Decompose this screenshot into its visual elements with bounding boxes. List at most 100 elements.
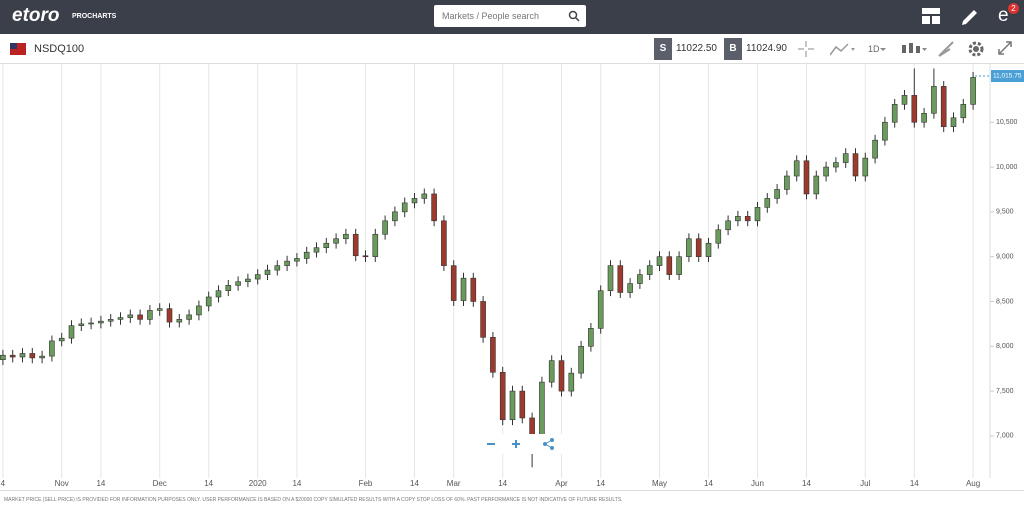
candle-body	[931, 86, 937, 114]
layout-icon[interactable]	[922, 8, 940, 24]
candle-body	[147, 310, 153, 320]
candle-body	[803, 160, 810, 195]
candle-body	[548, 360, 555, 383]
candle-body	[431, 193, 437, 222]
footer: MARKET PRICE (SELL PRICE) IS PROVIDED FO…	[0, 490, 1024, 509]
fullscreen-icon[interactable]	[998, 41, 1012, 55]
candle-body	[49, 340, 55, 357]
candle-body	[225, 285, 232, 292]
interval-caret	[880, 48, 886, 51]
candle-body	[490, 337, 496, 373]
candle-body	[735, 216, 741, 222]
candle-body	[264, 269, 271, 275]
candle-body	[196, 305, 202, 316]
candle-body	[568, 372, 575, 392]
x-tick-label: Jun	[751, 479, 764, 488]
candle-body	[499, 371, 506, 421]
chart-type-icon[interactable]	[830, 41, 856, 57]
toolbar: NSDQ100 S 11022.50 B 11024.90 1D	[0, 35, 1024, 64]
x-tick-label: 14	[410, 479, 419, 488]
buy-label[interactable]: B	[724, 38, 742, 60]
candle-body	[235, 281, 241, 286]
badge: 2	[1008, 3, 1019, 14]
candle-body	[578, 345, 584, 374]
x-tick-label: Aug	[966, 479, 980, 488]
sell-price: 11022.50	[676, 43, 717, 54]
flag-icon	[10, 43, 26, 55]
candle-body	[284, 260, 290, 266]
candle-body	[970, 77, 976, 105]
y-tick-label: 8,500	[996, 298, 1014, 305]
candle-body	[646, 265, 653, 275]
candle-body	[480, 301, 486, 338]
candle-body	[450, 265, 457, 301]
candle-body	[558, 360, 565, 392]
share-button[interactable]	[543, 438, 554, 450]
chart: 4 Nov 14 Dec 14 2020 14 Feb 14 Mar 14 Apr 14 May 14 Jun…	[0, 64, 1024, 488]
candle-body	[852, 153, 859, 177]
x-tick-label: Jul	[860, 479, 870, 488]
candle-body	[245, 278, 251, 283]
candle-body	[29, 353, 36, 359]
last-price-box	[991, 70, 1024, 83]
candle-body	[98, 320, 104, 324]
x-tick-label: 14	[596, 479, 605, 488]
candle-body	[940, 86, 947, 128]
candle-body	[78, 323, 85, 326]
edit-icon[interactable]	[960, 6, 978, 26]
grid	[2, 64, 974, 478]
candle-body	[519, 390, 526, 419]
search-placeholder: Markets / People search	[442, 11, 540, 21]
candle-body	[127, 314, 134, 318]
candle-body	[882, 121, 888, 141]
candle-body	[666, 256, 673, 275]
search-box[interactable]: Markets / People search	[434, 5, 586, 27]
candle-body	[607, 265, 614, 292]
candle-body	[774, 189, 780, 199]
candle-body	[411, 198, 418, 204]
zoom-in[interactable]	[512, 440, 520, 448]
candle-body	[921, 112, 927, 123]
candle-body	[460, 277, 467, 301]
interval[interactable]: 1D	[868, 44, 880, 54]
candle-body	[617, 265, 624, 293]
x-tick-label: 14	[802, 479, 811, 488]
candle-body	[392, 211, 398, 222]
candle-body	[401, 202, 408, 213]
instrument-name[interactable]: NSDQ100	[34, 43, 85, 55]
candle-body	[656, 256, 663, 266]
x-tick-label: 14	[910, 479, 919, 488]
candle-body	[597, 290, 604, 329]
candle-body	[156, 308, 163, 311]
candle-body	[842, 153, 849, 163]
logo[interactable]: etoro	[12, 5, 60, 26]
sell-label[interactable]: S	[654, 38, 672, 60]
crosshair-icon[interactable]	[798, 41, 814, 57]
candle-body	[343, 233, 349, 240]
candle-body	[950, 117, 957, 128]
candle-body	[254, 274, 261, 280]
settings-icon[interactable]	[968, 41, 984, 57]
candle-body	[166, 308, 173, 323]
candle-body	[205, 296, 212, 307]
x-tick-label: Feb	[359, 479, 373, 488]
candle-body	[441, 220, 447, 266]
x-tick-label: 14	[704, 479, 713, 488]
candle-body	[588, 328, 594, 347]
y-tick-label: 7,500	[996, 388, 1014, 395]
candle-body	[362, 255, 369, 258]
candle-body	[509, 390, 516, 421]
candle-body	[862, 157, 869, 177]
candle-body	[784, 175, 790, 190]
candle-body	[58, 337, 65, 342]
candle-body	[68, 325, 75, 339]
candle-body	[813, 175, 820, 195]
candle-body	[186, 314, 192, 320]
indicator-icon[interactable]	[900, 41, 928, 57]
candle-body	[294, 258, 300, 262]
draw-icon[interactable]	[938, 41, 954, 57]
candle-body	[725, 220, 731, 231]
user-icon[interactable]: e	[998, 5, 1009, 26]
x-tick-label: Mar	[447, 479, 461, 488]
buy-price: 11024.90	[746, 43, 787, 54]
